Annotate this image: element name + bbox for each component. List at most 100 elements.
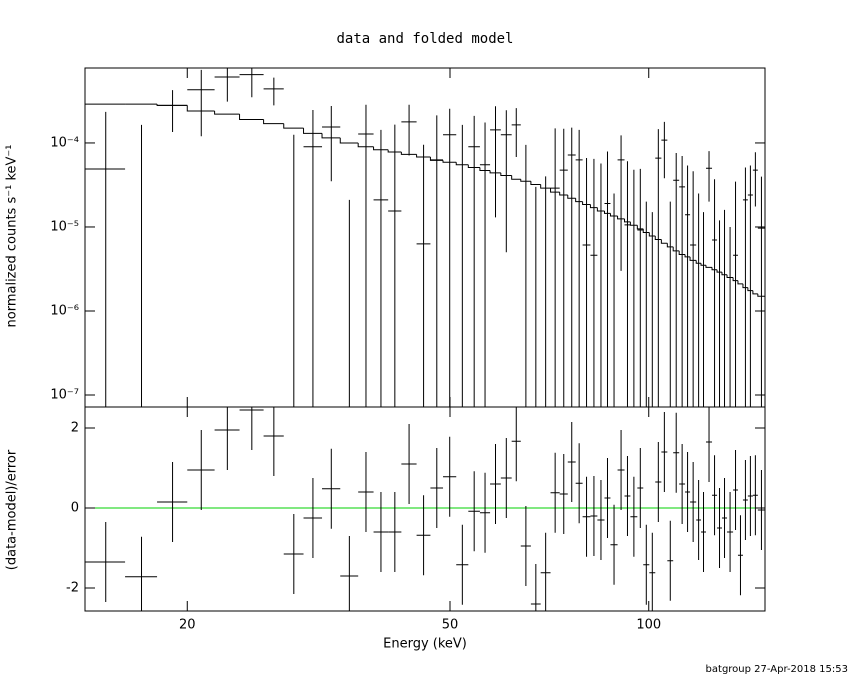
data-point — [468, 115, 480, 407]
model-step — [467, 164, 480, 169]
residual-point — [604, 458, 611, 538]
model-step — [684, 254, 691, 258]
data-point — [358, 104, 374, 407]
model-step — [511, 175, 521, 180]
model-step — [609, 213, 618, 217]
model-step — [540, 184, 551, 189]
y-tick-label: 2 — [71, 421, 79, 436]
residual-point — [655, 442, 662, 522]
residual-point — [733, 450, 738, 530]
data-point — [239, 68, 264, 98]
data-point — [679, 155, 686, 407]
data-point — [705, 151, 713, 202]
y-tick-label: 10⁻⁶ — [50, 303, 79, 318]
residual-point — [303, 478, 323, 558]
residual-point — [443, 436, 457, 517]
model-step — [660, 239, 668, 244]
data-point — [430, 115, 444, 407]
axes: 10⁻⁷ 10⁻⁶ 10⁻⁵ 10⁻⁴ -2 0 2 20 50 100 — [50, 68, 765, 633]
model-step — [339, 137, 359, 144]
model-step — [455, 162, 469, 166]
model-step — [400, 152, 417, 155]
residual-point — [617, 430, 625, 510]
data-point — [85, 111, 126, 407]
model-step — [596, 207, 605, 212]
residual-point — [373, 492, 389, 572]
residual-point — [690, 462, 697, 542]
x-tick-label: 20 — [179, 618, 196, 633]
spectrum-panel — [85, 68, 765, 407]
data-point — [263, 77, 284, 106]
model-step — [559, 192, 568, 196]
model-step — [575, 198, 583, 203]
residual-point — [358, 452, 374, 532]
residual-point — [696, 480, 702, 560]
residual-point — [125, 536, 158, 611]
residual-point — [752, 455, 758, 536]
data-point — [575, 129, 583, 407]
model-step — [186, 105, 215, 112]
residual-point — [649, 532, 656, 611]
model-step — [689, 256, 697, 261]
model-step — [303, 128, 323, 134]
residual-point — [742, 460, 748, 540]
model-step — [429, 157, 444, 161]
residual-point — [187, 430, 215, 510]
model-step — [747, 287, 753, 292]
residual-point — [685, 452, 691, 532]
data-point — [157, 90, 188, 133]
model-step — [500, 172, 512, 176]
residual-point — [661, 412, 668, 492]
data-point — [752, 152, 758, 207]
data-point — [567, 127, 576, 407]
data-point — [373, 129, 389, 407]
data-point — [500, 110, 512, 253]
model-step — [695, 260, 702, 264]
residual-point — [717, 488, 722, 568]
residual-point — [757, 470, 765, 550]
data-point — [582, 158, 591, 407]
model-step — [530, 181, 541, 186]
data-point — [685, 165, 691, 407]
residual-point — [747, 456, 753, 536]
model-step — [479, 167, 491, 172]
residual-point — [500, 438, 512, 518]
model-step — [321, 133, 341, 139]
residual-point — [456, 524, 469, 605]
residual-point — [737, 515, 743, 596]
residual-point — [701, 492, 706, 572]
y-tick-label: 10⁻⁷ — [50, 388, 79, 403]
residual-point — [430, 448, 444, 528]
data-point — [187, 69, 215, 137]
residual-point — [283, 514, 304, 594]
panel-frame — [84, 406, 766, 612]
model-step — [214, 111, 240, 115]
residual-point — [322, 448, 341, 529]
residual-point — [157, 462, 188, 542]
residual-point — [530, 564, 541, 611]
data-point — [401, 104, 417, 156]
data-point — [690, 171, 697, 407]
model-step — [263, 119, 284, 125]
data-point — [388, 124, 402, 407]
data-point — [590, 158, 598, 407]
residual-point — [567, 422, 576, 502]
residual-point — [624, 456, 631, 536]
residual-point — [263, 407, 284, 476]
model-step — [387, 149, 402, 153]
residual-point — [388, 492, 402, 572]
residual-point — [643, 524, 650, 605]
residual-point — [550, 452, 560, 533]
residual-point — [490, 444, 501, 524]
x-tick-label: 100 — [636, 618, 661, 633]
x-axis-label: Energy (keV) — [383, 637, 467, 652]
data-point — [637, 168, 644, 407]
model-step — [550, 188, 560, 193]
residual-point — [540, 532, 551, 611]
residual-point — [673, 412, 680, 493]
model-step — [757, 293, 765, 297]
model-step — [442, 160, 457, 163]
model-step — [648, 232, 656, 237]
data-point — [712, 179, 718, 407]
